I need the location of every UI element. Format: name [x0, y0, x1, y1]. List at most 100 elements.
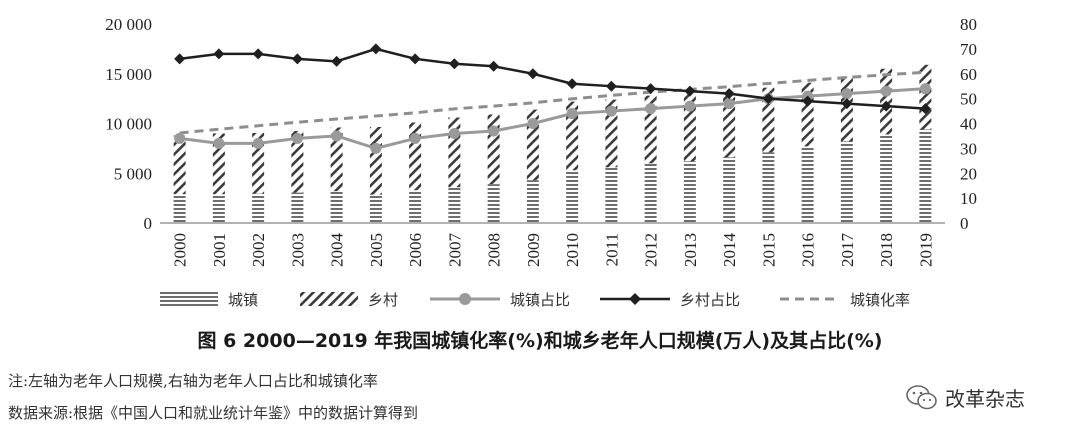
- rural-share-point: [566, 78, 578, 90]
- urban-share-point: [919, 83, 931, 95]
- urban-share-point: [174, 132, 186, 144]
- right-tick-label: 80: [960, 15, 977, 34]
- legend-label: 城镇: [228, 291, 258, 309]
- urban-share-point: [527, 118, 539, 129]
- rural-share-point: [605, 80, 617, 92]
- bar-urban: [330, 191, 343, 223]
- chart: 2000 2001 2002 2003 2004 2005 2006 2007 2008 2009…: [105, 15, 977, 309]
- urban-share-line: [179, 87, 926, 150]
- rural-share-point: [841, 98, 853, 110]
- rural-share-point: [291, 53, 303, 65]
- x-tick-label: 2009: [524, 233, 543, 267]
- x-tick-label: 2017: [838, 233, 857, 268]
- axis-note: 注:左轴为老年人口规模,右轴为老年人口占比和城镇化率: [8, 372, 378, 390]
- x-tick-label: 2001: [210, 233, 229, 267]
- bar-urban: [723, 157, 736, 223]
- right-tick-label: 0: [960, 214, 969, 233]
- x-tick-label: 2014: [720, 233, 739, 268]
- bar-urban: [252, 193, 265, 223]
- x-tick-label: 2018: [877, 233, 896, 267]
- x-tick-label: 2003: [288, 233, 307, 267]
- rural-share-point: [802, 95, 814, 107]
- urban-share-point: [723, 98, 735, 110]
- bar-rural: [762, 87, 775, 153]
- x-tick-label: 2012: [642, 233, 661, 267]
- x-tick-label: 2019: [916, 233, 935, 267]
- bar-urban: [644, 163, 657, 223]
- urban-share-point: [880, 85, 892, 97]
- bar-urban: [487, 184, 500, 223]
- rural-share-line: [179, 47, 926, 110]
- rural-share-point: [723, 88, 735, 100]
- left-tick-label: 10 000: [105, 115, 152, 134]
- right-tick-label: 10: [960, 189, 977, 208]
- x-tick-label: 2006: [406, 233, 425, 267]
- data-source: 数据来源:根据《中国人口和就业统计年鉴》中的数据计算得到: [8, 404, 419, 422]
- urban-share-point: [252, 137, 264, 149]
- rural-share-point: [252, 48, 264, 60]
- urban-share-point: [684, 100, 696, 112]
- bar-urban: [683, 161, 696, 223]
- urbanization-rate-line: [179, 70, 926, 135]
- rural-share-point: [684, 85, 696, 97]
- x-tick-label: 2005: [367, 233, 386, 267]
- bar-rural: [487, 114, 500, 185]
- right-tick-label: 40: [960, 115, 977, 134]
- bar-urban: [762, 152, 775, 223]
- legend-swatch-urban: [160, 292, 218, 306]
- bar-urban: [880, 134, 893, 223]
- urban-share-point: [841, 88, 853, 100]
- rural-share-point: [880, 100, 892, 112]
- bars-layer: [173, 64, 932, 223]
- legend: 城镇 乡村 城镇占比 乡村占比 城镇化率: [160, 291, 910, 309]
- urban-share-point: [409, 132, 421, 144]
- urban-share-point: [331, 130, 343, 142]
- bar-urban: [448, 187, 461, 223]
- bar-urban: [173, 194, 186, 223]
- bar-rural: [173, 135, 186, 195]
- left-tick-label: 15 000: [105, 65, 152, 84]
- x-tick-label: 2011: [602, 233, 621, 266]
- urban-share-point: [291, 132, 303, 144]
- x-tick-label: 2002: [249, 233, 268, 267]
- urban-share-point: [370, 142, 382, 154]
- rural-share-point: [488, 60, 500, 72]
- left-tick-label: 5 000: [114, 164, 152, 183]
- x-tick-label: 2013: [681, 233, 700, 267]
- bar-urban: [369, 194, 382, 223]
- legend-label: 乡村占比: [680, 291, 740, 309]
- right-tick-label: 30: [960, 139, 977, 158]
- x-tick-label: 2004: [328, 233, 347, 268]
- bar-rural: [369, 126, 382, 195]
- bar-rural: [212, 133, 225, 195]
- left-tick-label: 20 000: [105, 15, 152, 34]
- lines-layer: [174, 43, 931, 154]
- x-tick-label: 2000: [171, 233, 190, 267]
- right-tick-label: 60: [960, 65, 977, 84]
- legend-marker-circle: [459, 293, 471, 305]
- legend-label: 城镇占比: [510, 291, 570, 309]
- bar-rural: [330, 127, 343, 192]
- rural-share-point: [645, 83, 657, 95]
- bar-urban: [801, 146, 814, 223]
- rural-share-point: [919, 103, 931, 115]
- wechat-icon: [906, 384, 937, 409]
- bar-rural: [252, 132, 265, 194]
- urban-share-point: [213, 137, 225, 149]
- right-tick-label: 20: [960, 164, 977, 183]
- bar-urban: [291, 192, 304, 223]
- bar-urban: [212, 194, 225, 223]
- bar-urban: [409, 190, 422, 223]
- watermark-text: 改革杂志: [945, 387, 1025, 411]
- bar-rural: [291, 130, 304, 193]
- legend-label: 城镇化率: [850, 291, 910, 309]
- bar-urban: [526, 180, 539, 223]
- bar-urban: [840, 141, 853, 223]
- x-tick-label: 2015: [759, 233, 778, 267]
- rural-share-point: [213, 48, 225, 60]
- bar-urban: [605, 167, 618, 223]
- legend-marker-diamond: [629, 293, 641, 305]
- bar-urban: [566, 170, 579, 223]
- legend-label: 乡村: [368, 291, 398, 309]
- bar-rural: [566, 101, 579, 171]
